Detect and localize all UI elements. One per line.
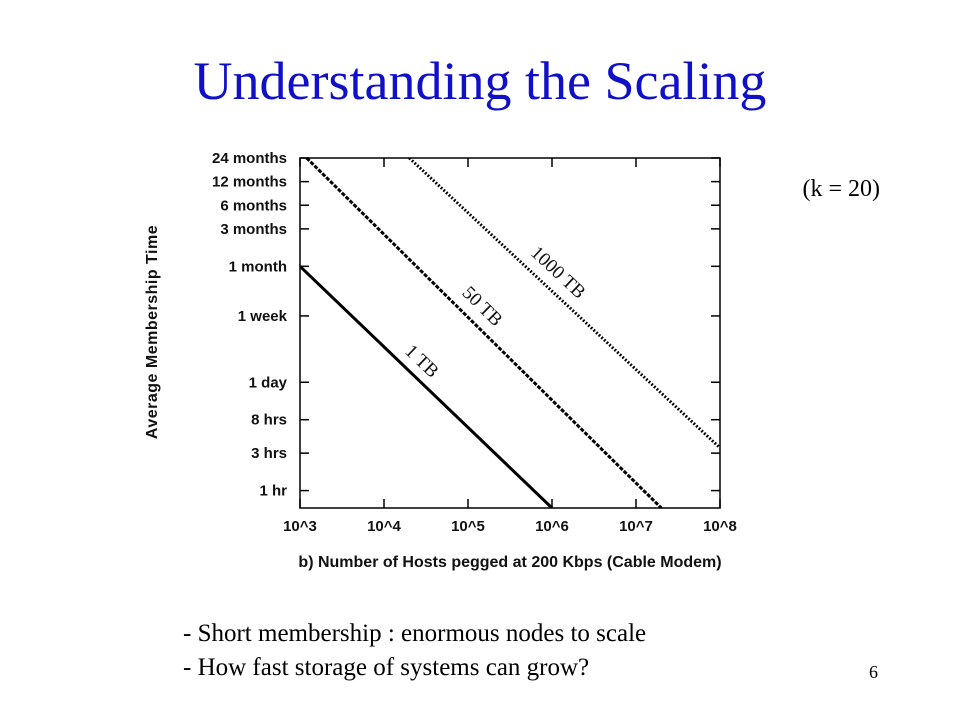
x-tick-label: 10^7	[619, 518, 653, 535]
x-tick-label: 10^4	[367, 518, 401, 535]
y-tick-label: 6 months	[220, 197, 287, 214]
series-line-1-tb	[300, 265, 554, 508]
k-note: (k = 20)	[802, 176, 880, 202]
bullet-item: - How fast storage of systems can grow?	[183, 654, 590, 681]
bullet-item: - Short membership : enormous nodes to s…	[183, 620, 647, 647]
y-tick-label: 1 hr	[259, 483, 287, 500]
y-tick-label: 24 months	[212, 150, 287, 167]
x-axis-title: b) Number of Hosts pegged at 200 Kbps (C…	[298, 554, 721, 571]
series-label-group: 50 TB	[458, 282, 507, 330]
y-tick-label: 3 hrs	[251, 445, 287, 462]
x-tick-label: 10^3	[283, 518, 317, 535]
series-label: 50 TB	[458, 282, 507, 330]
x-tick-label: 10^8	[703, 518, 737, 535]
series-line-1000-tb	[408, 158, 720, 449]
y-tick-label: 1 day	[249, 374, 288, 391]
series-line-50-tb	[305, 158, 663, 508]
x-tick-label: 10^5	[451, 518, 485, 535]
plot-frame	[299, 157, 721, 509]
y-tick-label: 3 months	[220, 221, 287, 238]
y-tick-label: 1 month	[229, 258, 287, 275]
page-number: 6	[869, 662, 878, 682]
series-label: 1000 TB	[526, 242, 589, 303]
y-tick-label: 12 months	[212, 174, 287, 191]
y-axis-title: Average Membership Time	[144, 225, 161, 439]
bullet-list: - Short membership : enormous nodes to s…	[183, 617, 646, 685]
series-label-group: 1 TB	[401, 341, 443, 383]
slide-title: Understanding the Scaling	[193, 51, 767, 111]
series-label-group: 1000 TB	[526, 242, 589, 303]
series-label: 1 TB	[401, 341, 443, 383]
x-tick-label: 10^6	[535, 518, 569, 535]
y-tick-label: 8 hrs	[251, 412, 287, 429]
y-tick-label: 1 week	[238, 308, 288, 325]
